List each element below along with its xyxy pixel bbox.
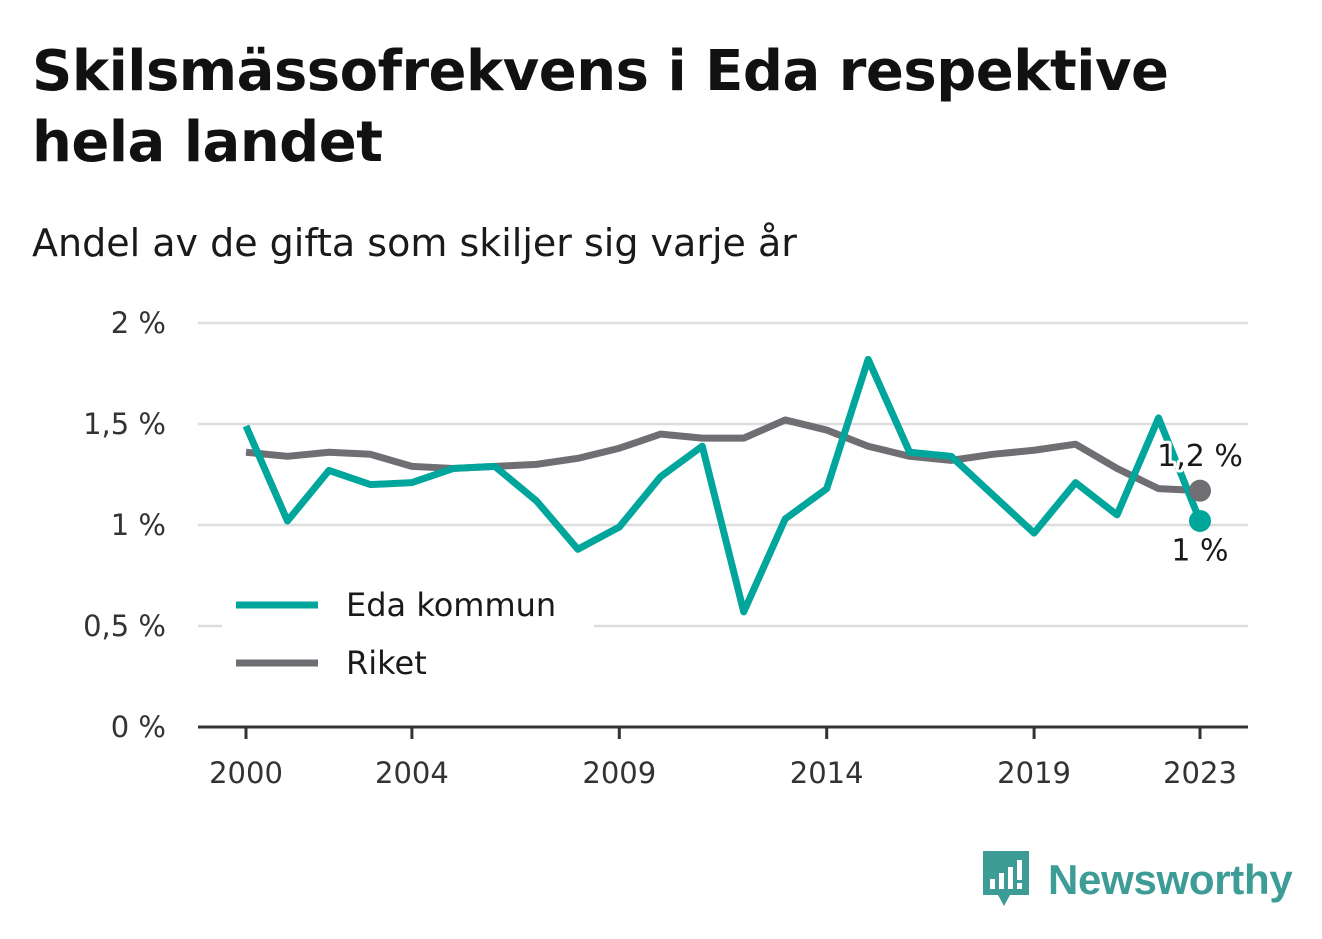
legend-label: Eda kommun (346, 586, 556, 624)
x-tick-label: 2009 (582, 756, 656, 790)
legend: Eda kommun Riket (222, 578, 594, 682)
axes: 0 % 0,5 % 1 % 1,5 % 2 % 2000 2004 2009 2014 2019 2… (83, 306, 1248, 790)
y-tick-label: 1 % (111, 508, 166, 542)
brand-name: Newsworthy (1048, 856, 1293, 903)
series-line-eda-kommun (242, 355, 1204, 616)
chart-title: Skilsmässofrekvens i Eda respektive hela… (32, 39, 1169, 175)
x-tick-label: 2019 (997, 756, 1071, 790)
x-tick-label: 2004 (375, 756, 449, 790)
end-label-eda-kommun: 1 % (1171, 533, 1228, 568)
end-point-eda-kommun (1189, 509, 1211, 532)
end-label-riket: 1,2 % (1157, 439, 1243, 474)
y-tick-label: 0 % (111, 710, 166, 744)
legend-label: Riket (346, 644, 427, 682)
newsworthy-logo: Newsworthy (980, 848, 1293, 912)
series-lines (242, 355, 1204, 616)
x-tick-label: 2014 (790, 756, 864, 790)
y-tick-label: 2 % (111, 306, 166, 340)
end-labels: 1 % 1,2 % (1154, 436, 1246, 571)
y-tick-label: 1,5 % (83, 407, 166, 441)
bar-chart-speech-bubble-icon (983, 851, 1029, 906)
y-tick-label: 0,5 % (83, 609, 166, 643)
x-tick-label: 2000 (209, 756, 283, 790)
end-point-riket (1189, 479, 1211, 502)
x-tick-label: 2023 (1163, 756, 1237, 790)
chart-subtitle: Andel av de gifta som skiljer sig varje … (32, 221, 797, 265)
series-line-riket (245, 416, 1201, 495)
